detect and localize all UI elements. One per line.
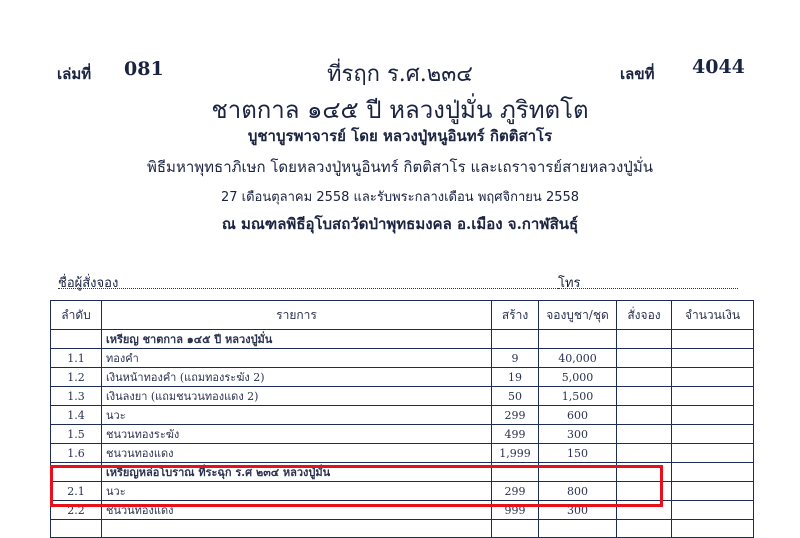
row-amount-cell[interactable] — [671, 462, 754, 482]
row-amount-cell[interactable] — [671, 386, 754, 406]
table-row: 1.5 ชนวนทองระฆัง 499 300 — [50, 424, 754, 444]
row-made: 499 — [491, 424, 539, 444]
row-item: ชนวนทองระฆัง — [101, 424, 492, 444]
header-made: สร้าง — [491, 300, 539, 330]
row-item: เงินลงยา (แถมชนวนทองแดง 2) — [101, 386, 492, 406]
row-price — [538, 519, 617, 538]
row-amount-cell[interactable] — [671, 348, 754, 368]
row-no: 1.1 — [50, 348, 102, 368]
row-made: 9 — [491, 348, 539, 368]
table-row: เหรียญ ชาตกาล ๑๔๕ ปี หลวงปู่มั่น — [50, 329, 754, 349]
row-price: 150 — [538, 443, 617, 463]
table-row: 1.6 ชนวนทองแดง 1,999 150 — [50, 443, 754, 463]
row-no: 1.2 — [50, 367, 102, 387]
row-no: 1.4 — [50, 405, 102, 425]
book-number: 081 — [124, 58, 164, 80]
row-item: ชนวนทองแดง — [101, 443, 492, 463]
header-order: สั่งจอง — [616, 300, 672, 330]
table-row — [50, 519, 754, 538]
book-label: เล่มที่ — [57, 65, 92, 83]
row-item: นวะ — [101, 405, 492, 425]
header-amount: จำนวนเงิน — [671, 300, 754, 330]
row-amount-cell[interactable] — [671, 329, 754, 349]
row-no: 1.3 — [50, 386, 102, 406]
row-order-cell[interactable] — [616, 386, 672, 406]
orderer-name-field[interactable]: ชื่อผู้สั่งจอง — [58, 272, 558, 291]
row-made — [491, 519, 539, 538]
table-row: 1.3 เงินลงยา (แถมชนวนทองแดง 2) 50 1,500 — [50, 386, 754, 406]
section-title: เหรียญ ชาตกาล ๑๔๕ ปี หลวงปู่มั่น — [101, 329, 492, 349]
header-price: จองบูชา/ชุด — [538, 300, 617, 330]
row-item: เงินหน้าทองคำ (แถมทองระฆัง 2) — [101, 367, 492, 387]
row-order-cell[interactable] — [616, 405, 672, 425]
table-row: 1.1 ทองคำ 9 40,000 — [50, 348, 754, 368]
number-label: เลขที่ — [620, 65, 655, 83]
form-number: 4044 — [692, 56, 745, 78]
row-amount-cell[interactable] — [671, 500, 754, 520]
row-order-cell[interactable] — [616, 443, 672, 463]
row-item — [101, 519, 492, 538]
row-no — [50, 519, 102, 538]
row-no — [50, 329, 102, 349]
table-row: 1.2 เงินหน้าทองคำ (แถมทองระฆัง 2) 19 5,0… — [50, 367, 754, 387]
row-price: 40,000 — [538, 348, 617, 368]
row-item: ทองคำ — [101, 348, 492, 368]
ceremony-line: พิธีมหาพุทธาภิเษก โดยหลวงปู่หนูอินทร์ กิ… — [147, 158, 653, 176]
row-price: 300 — [538, 424, 617, 444]
row-order-cell[interactable] — [616, 519, 672, 538]
table-row: 1.4 นวะ 299 600 — [50, 405, 754, 425]
subtitle: บูชาบูรพาจารย์ โดย หลวงปู่หนูอินทร์ กิตต… — [247, 127, 553, 145]
title-1: ที่รฤก ร.ศ.๒๓๔ — [327, 62, 473, 87]
venue-line: ณ มณฑลพิธีอุโบสถวัดป่าพุทธมงคล อ.เมือง จ… — [221, 215, 579, 233]
phone-label: โทร — [558, 276, 581, 291]
phone-field[interactable]: โทร — [558, 272, 738, 291]
row-no: 1.5 — [50, 424, 102, 444]
row-price: 1,500 — [538, 386, 617, 406]
row-price: 5,000 — [538, 367, 617, 387]
row-made: 19 — [491, 367, 539, 387]
row-amount-cell[interactable] — [671, 519, 754, 538]
row-amount-cell[interactable] — [671, 424, 754, 444]
date-line: 27 เดือนตุลาคม 2558 และรับพระกลางเดือน พ… — [220, 190, 580, 205]
highlight-box — [50, 465, 663, 507]
row-order-cell[interactable] — [616, 329, 672, 349]
row-order-cell[interactable] — [616, 348, 672, 368]
title-2: ชาตกาล ๑๔๕ ปี หลวงปู่มั่น ภูริทตโต — [211, 96, 589, 124]
row-order-cell[interactable] — [616, 367, 672, 387]
row-order-cell[interactable] — [616, 424, 672, 444]
row-amount-cell[interactable] — [671, 481, 754, 501]
row-amount-cell[interactable] — [671, 443, 754, 463]
orderer-name-label: ชื่อผู้สั่งจอง — [58, 276, 119, 291]
row-amount-cell[interactable] — [671, 367, 754, 387]
header-item: รายการ — [101, 300, 492, 330]
header-no: ลำดับ — [50, 300, 102, 330]
row-made: 50 — [491, 386, 539, 406]
row-no: 1.6 — [50, 443, 102, 463]
row-made: 299 — [491, 405, 539, 425]
row-amount-cell[interactable] — [671, 405, 754, 425]
row-price: 600 — [538, 405, 617, 425]
row-made: 1,999 — [491, 443, 539, 463]
row-made — [491, 329, 539, 349]
row-price — [538, 329, 617, 349]
